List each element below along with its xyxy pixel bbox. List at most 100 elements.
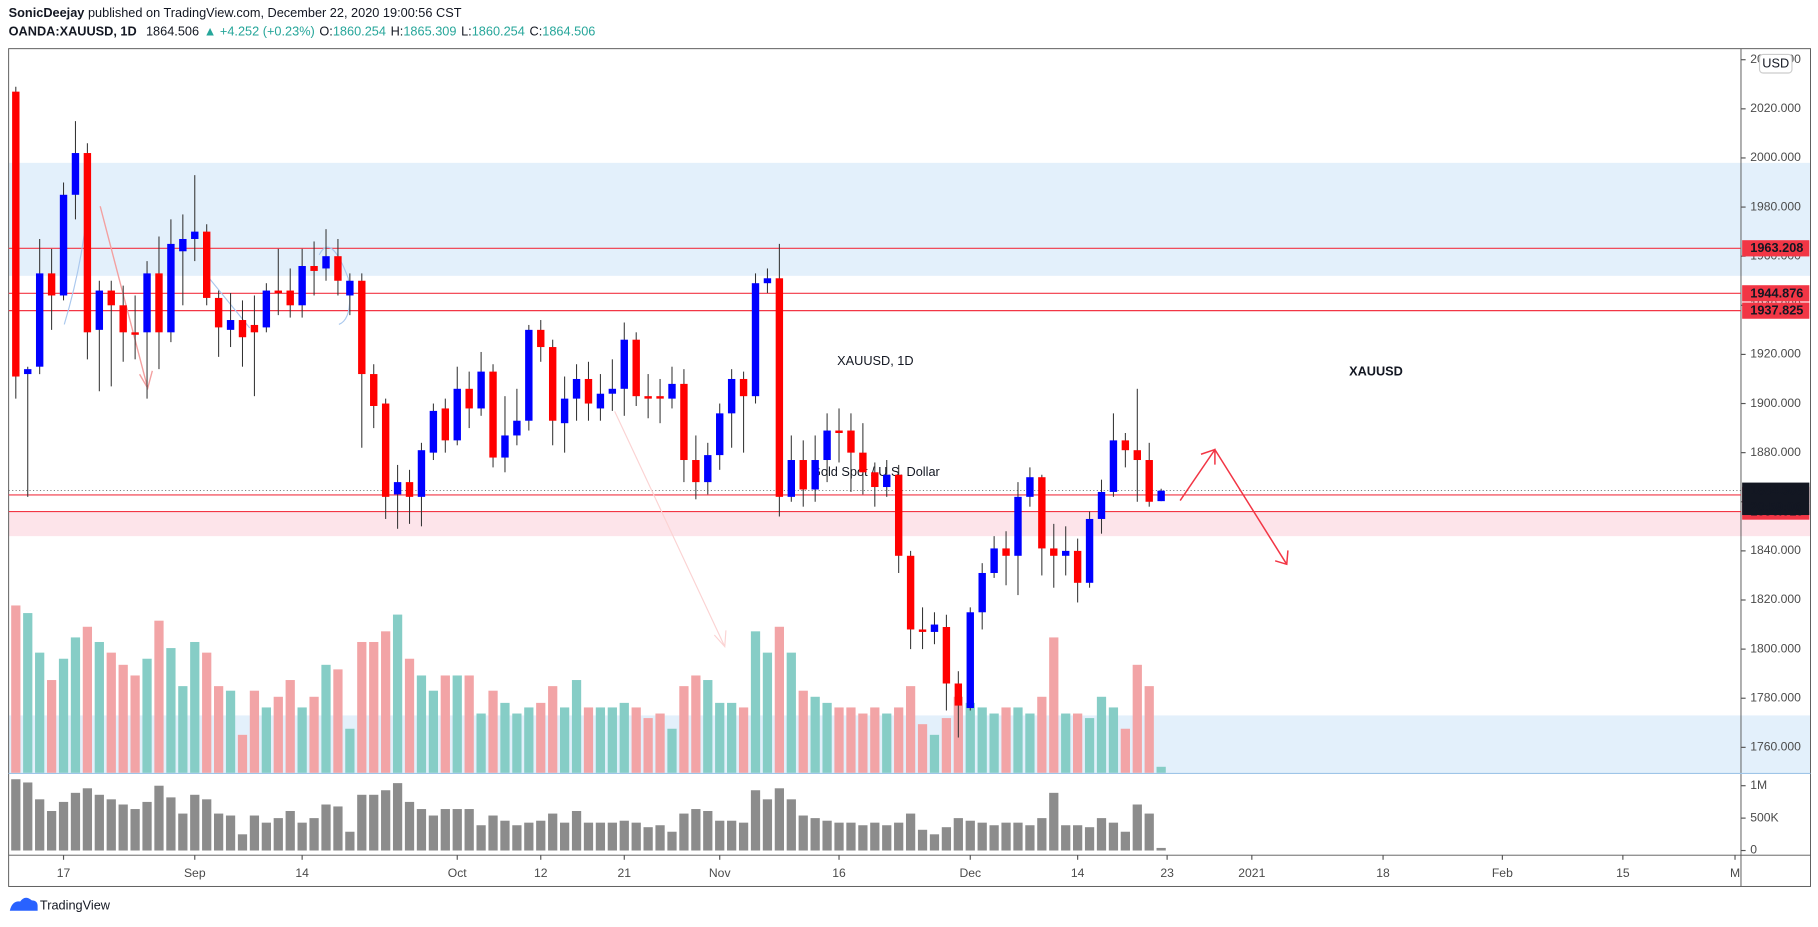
candle-body (489, 371, 497, 458)
volume-overlay-bar (905, 686, 916, 773)
candle-body (811, 460, 819, 490)
volume-overlay-bar (512, 713, 522, 773)
candle-body (966, 612, 974, 709)
volume-bar (548, 813, 558, 851)
volume-bar (691, 809, 701, 851)
candle-body (692, 460, 700, 483)
volume-overlay-bar (1084, 718, 1095, 773)
volume-bar (810, 818, 820, 851)
candle-body (12, 91, 20, 377)
volume-overlay-bar (488, 690, 498, 773)
x-tick-label: 14 (295, 866, 309, 880)
candle-body (799, 460, 807, 490)
candle-body (894, 474, 903, 556)
published: published on TradingView.com, December 2… (88, 5, 462, 20)
candle-body (214, 297, 223, 328)
candle-body (83, 153, 92, 333)
volume-overlay-bar (225, 690, 236, 773)
volume-overlay-bar (607, 707, 617, 773)
candle-body (155, 273, 163, 333)
volume-bar (476, 825, 486, 851)
y-tick-label: 1900.000 (1750, 396, 1801, 410)
candle-body (859, 452, 867, 473)
zone (8, 162, 1811, 276)
volume-bar (894, 822, 904, 851)
volume-overlay-bar (452, 675, 462, 773)
volume-bar (249, 815, 260, 851)
candle-body (1038, 477, 1046, 549)
volume-bar (142, 801, 152, 851)
volume-bar (977, 822, 987, 851)
header-line: SonicDeejay published on TradingView.com… (9, 5, 462, 20)
brand: TradingView (40, 898, 111, 913)
volume-bar (524, 822, 534, 851)
volume-bar (70, 792, 81, 851)
x-tick-label: M (1730, 866, 1740, 880)
candle-body (739, 378, 748, 397)
volume-overlay-bar (762, 652, 773, 773)
volume-bar (154, 785, 164, 851)
candle-body (286, 290, 294, 306)
candle-body (871, 472, 879, 488)
volume-bar (1108, 822, 1119, 851)
candle-body (1121, 440, 1130, 451)
candle-body (1073, 550, 1082, 583)
volume-overlay-bar (500, 702, 510, 773)
y-tick-label: 1780.000 (1750, 690, 1801, 704)
volume-overlay-bar (416, 675, 427, 773)
volume-bar (452, 809, 462, 851)
candle-body (763, 278, 772, 284)
candle-body (1085, 518, 1094, 583)
x-tick-label: Sep (184, 866, 206, 880)
candle-body (537, 329, 545, 348)
candle-body (1109, 440, 1118, 492)
volume-bar (1132, 804, 1142, 851)
y2-tick-label: 0 (1750, 843, 1757, 857)
volume-bar (82, 788, 93, 851)
volume-overlay-bar (619, 702, 629, 773)
candle-body (59, 194, 68, 296)
volume-overlay-bar (882, 713, 892, 773)
candle-body (346, 280, 354, 296)
candle-body (1145, 460, 1153, 502)
volume-overlay-bar (285, 680, 295, 773)
volume-bar (202, 799, 212, 851)
zone (8, 511, 1811, 537)
volume-overlay-bar (321, 664, 331, 773)
volume-bar (738, 822, 749, 851)
candle-body (632, 339, 640, 397)
volume-bar (440, 809, 450, 851)
y-tick-label: 1800.000 (1750, 641, 1801, 655)
candle-body (465, 388, 473, 409)
volume-bar (118, 804, 128, 851)
volume-bar (715, 820, 725, 851)
candle-body (668, 383, 676, 399)
currency-badge (1758, 53, 1793, 74)
candle-body (24, 369, 32, 375)
x-tick-label: 2021 (1238, 866, 1265, 880)
y-tick-label: 1980.000 (1750, 199, 1801, 213)
volume-overlay-bar (249, 690, 260, 773)
ohlc-value: 1860.254 (472, 24, 525, 39)
candle-body (238, 320, 247, 338)
current-label-bg (1742, 482, 1810, 516)
volume-bar (762, 799, 773, 851)
volume-overlay-bar (703, 680, 713, 773)
volume-overlay-bar (774, 626, 784, 773)
volume-overlay-bar (1073, 713, 1083, 773)
volume-overlay-bar (428, 690, 439, 773)
candle-body (704, 455, 712, 483)
volume-overlay-bar (11, 605, 21, 773)
y2-tick-label: 1M (1750, 778, 1767, 792)
volume-overlay-bar (357, 641, 367, 773)
volume-bar (727, 820, 737, 851)
volume-bar (667, 831, 677, 851)
candle-body (71, 153, 80, 195)
volume-bar (190, 794, 200, 851)
level-label-bg (1742, 240, 1810, 257)
watermark: XAUUSD, 1D (837, 353, 913, 368)
candle-body (1002, 548, 1010, 556)
author: SonicDeejay (9, 5, 86, 20)
volume-bar (345, 831, 355, 851)
